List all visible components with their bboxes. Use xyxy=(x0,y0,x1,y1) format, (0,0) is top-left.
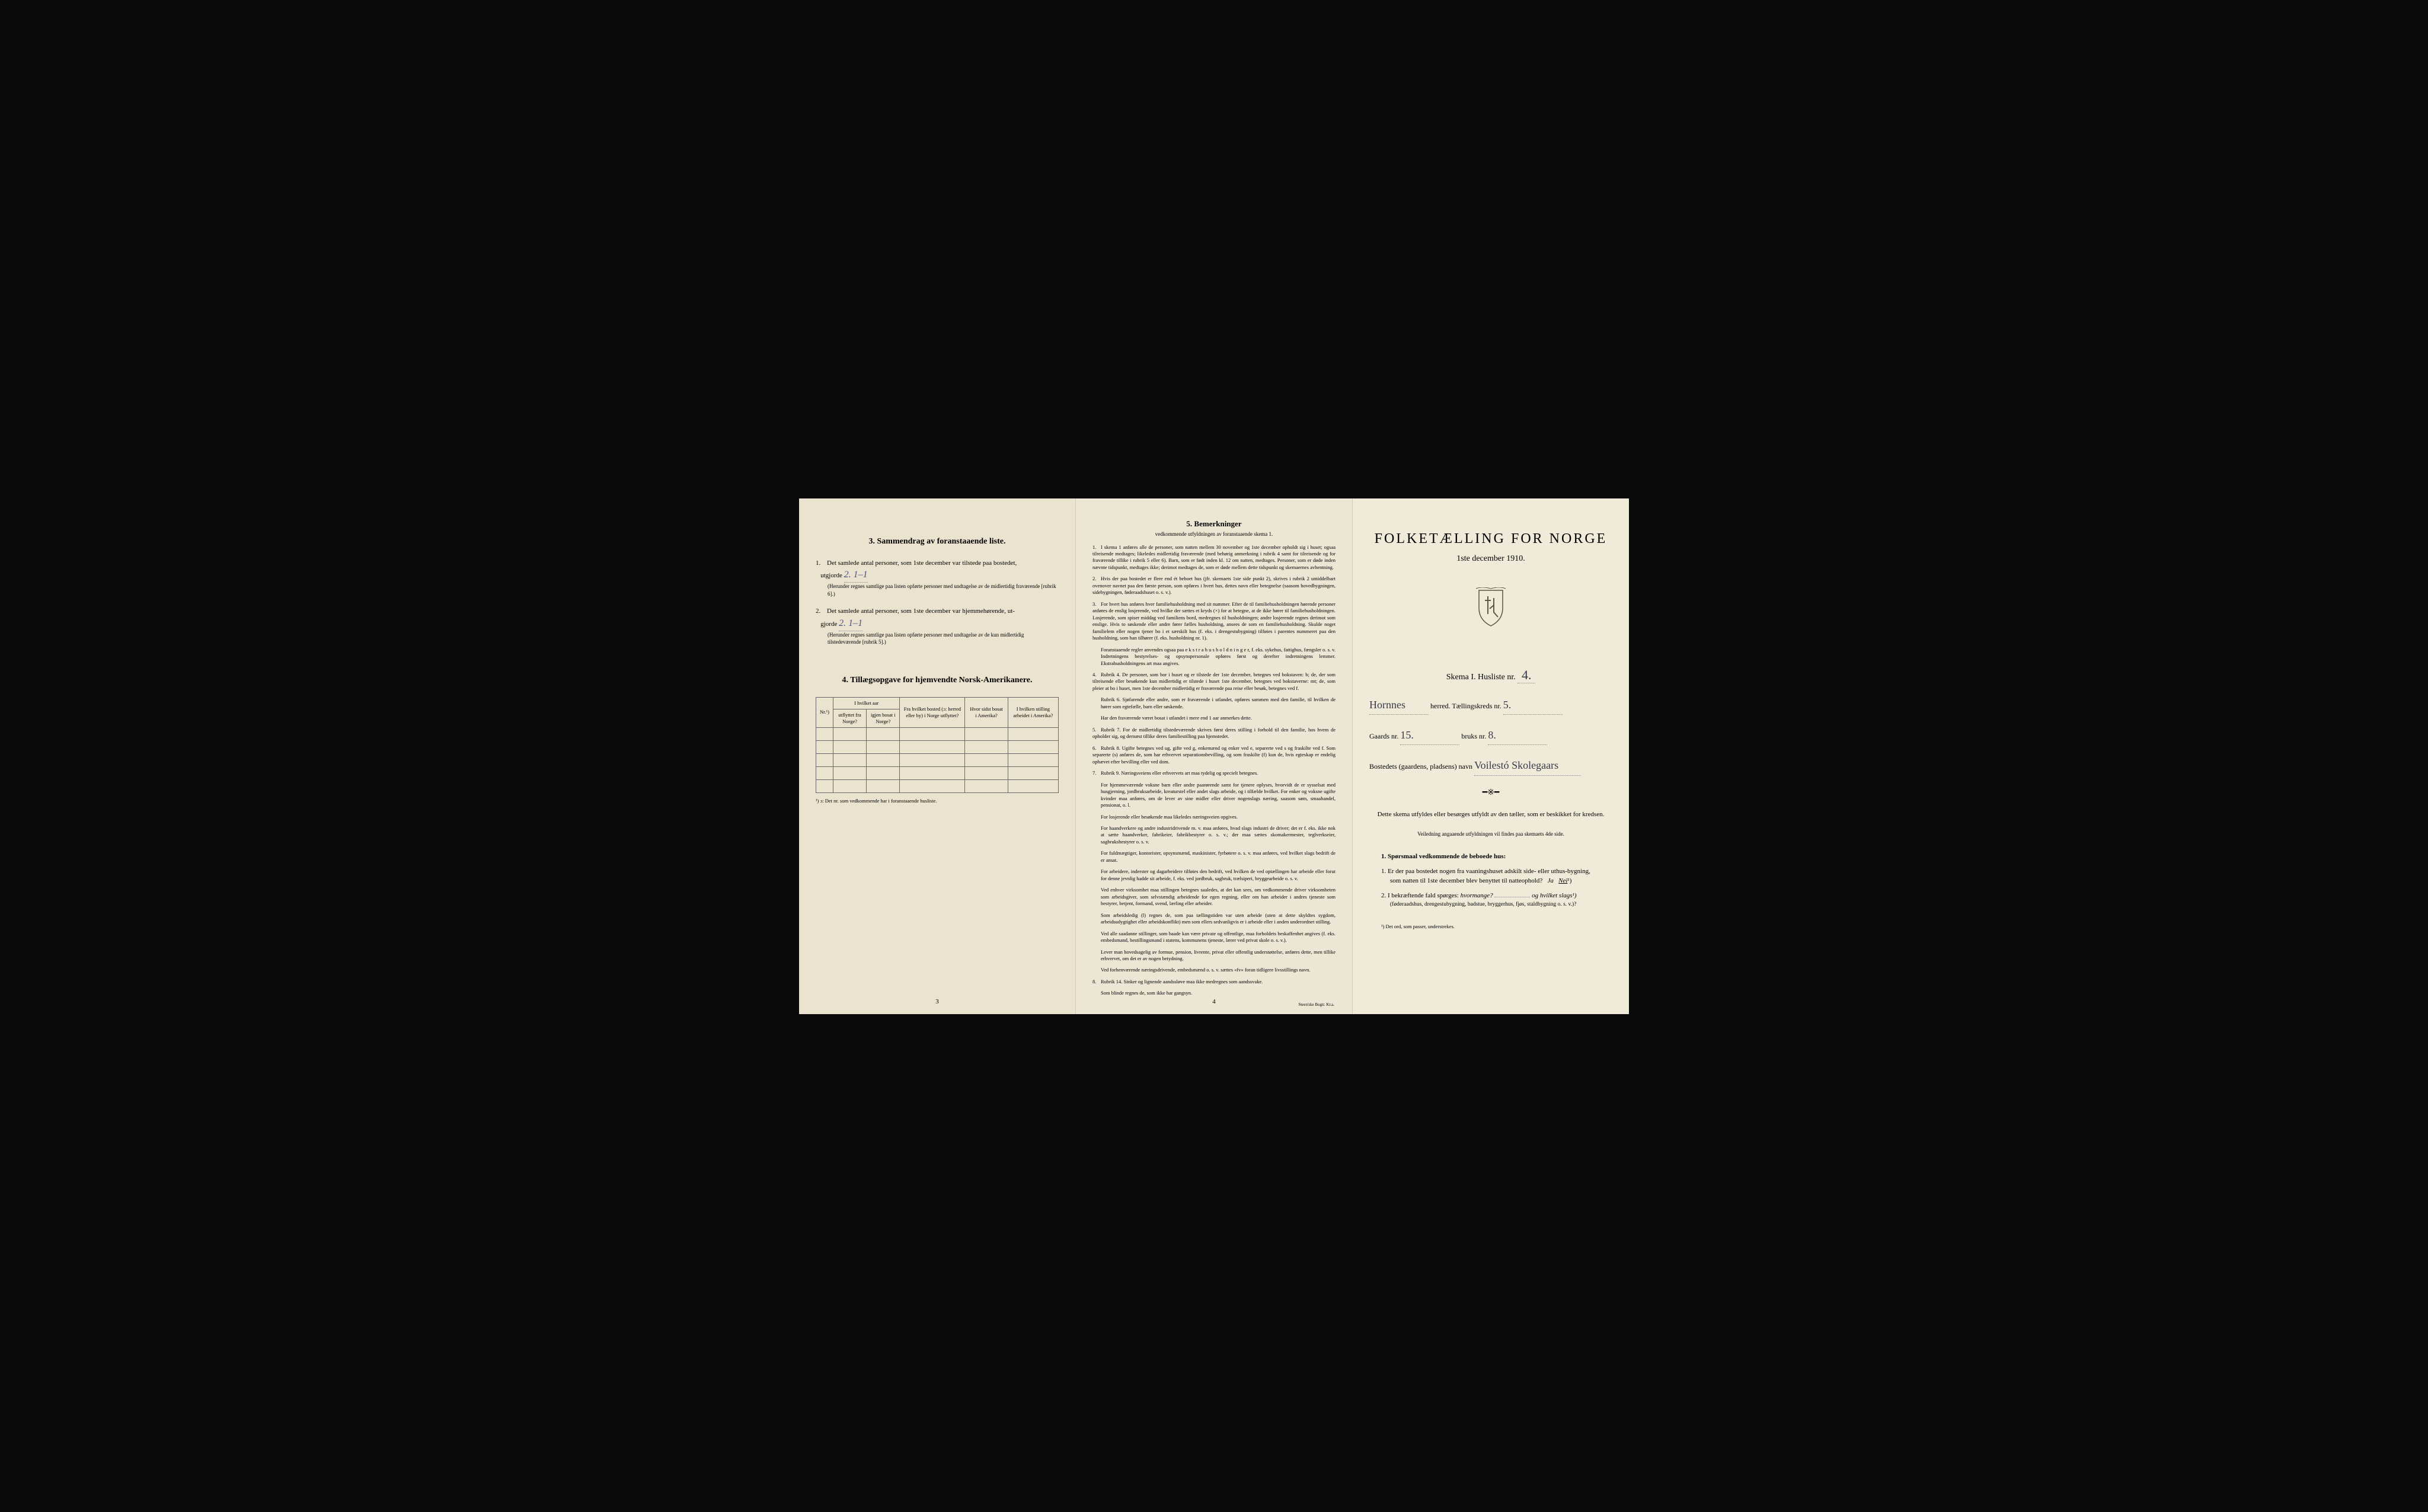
bemerkninger-header: 5. Bemerkninger xyxy=(1092,519,1336,529)
printer-mark: Steen'ske Bogtr. Kr.a. xyxy=(1298,1002,1334,1007)
summary-item-1: 1. Det samlede antal personer, som 1ste … xyxy=(816,558,1059,598)
gaards-nr: 15. xyxy=(1400,725,1459,745)
bemerkning-item: For arbeidere, inderster og dagarbeidere… xyxy=(1101,868,1336,882)
census-date: 1ste december 1910. xyxy=(1369,554,1612,564)
bemerkning-item: Lever man hovedsagelig av formue, pensio… xyxy=(1101,949,1336,963)
bemerkning-item: 3.For hvert hus anføres hver familiehush… xyxy=(1092,601,1336,642)
bosted-line: Bostedets (gaardens, pladsens) navn Voil… xyxy=(1369,756,1612,775)
cover-footnote: ¹) Det ord, som passer, understrekes. xyxy=(1381,923,1600,929)
bemerkning-item: 4.Rubrik 4. De personer, som bor i huset… xyxy=(1092,672,1336,692)
section-3-header: 3. Sammendrag av foranstaaende liste. xyxy=(816,537,1059,546)
question-2: 2. I bekræftende fald spørges: hvormange… xyxy=(1390,891,1600,909)
page-cover: FOLKETÆLLING FOR NORGE 1ste december 191… xyxy=(1353,498,1629,1014)
bemerkninger-list: 1.I skema 1 anføres alle de personer, so… xyxy=(1092,544,1336,997)
answer-nei: Nei xyxy=(1558,877,1567,884)
bemerkning-item: Rubrik 6. Sjøfarende eller andre, som er… xyxy=(1101,696,1336,710)
bruks-nr: 8. xyxy=(1488,725,1547,745)
document-spread: 3. Sammendrag av foranstaaende liste. 1.… xyxy=(799,498,1629,1014)
coat-of-arms-icon xyxy=(1473,587,1509,629)
question-1: 1. Er der paa bostedet nogen fra vaaning… xyxy=(1390,867,1600,886)
bemerkning-item: Som blinde regnes de, som ikke har gangs… xyxy=(1101,990,1336,996)
questions-block: 1. Spørsmaal vedkommende de beboede hus:… xyxy=(1381,852,1600,909)
summary-item-2: 2. Det samlede antal personer, som 1ste … xyxy=(816,606,1059,646)
bemerkning-item: For hjemmeværende voksne barn eller andr… xyxy=(1101,782,1336,809)
instruction-text: Dette skema utfyldes eller besørges utfy… xyxy=(1375,810,1606,820)
bemerkning-item: Foranstaaende regler anvendes ogsaa paa … xyxy=(1101,647,1336,667)
husliste-nr: 4. xyxy=(1518,667,1535,683)
table-row xyxy=(816,741,1059,754)
hjemmehorende-count: 2. 1–1 xyxy=(839,616,862,631)
bemerkning-item: 2.Hvis der paa bostedet er flere end ét … xyxy=(1092,576,1336,596)
herred-line: Hornnes herred. Tællingskreds nr. 5. xyxy=(1369,695,1612,715)
gaards-line: Gaards nr. 15. bruks nr. 8. xyxy=(1369,725,1612,745)
ornament-icon: ━※━ xyxy=(1369,788,1612,798)
amerikanere-table: Nr.¹) I hvilket aar Fra hvilket bosted (… xyxy=(816,697,1059,793)
bemerkning-item: Ved forhenværende næringsdrivende, embed… xyxy=(1101,967,1336,973)
bemerkning-item: 1.I skema 1 anføres alle de personer, so… xyxy=(1092,544,1336,571)
bemerkning-item: Som arbeidsledig (l) regnes de, som paa … xyxy=(1101,912,1336,926)
bosted-value: Voilestó Skolegaars xyxy=(1474,756,1581,775)
section-4-header: 4. Tillægsopgave for hjemvendte Norsk-Am… xyxy=(816,676,1059,685)
bemerkning-item: For losjerende eller besøkende maa likel… xyxy=(1101,814,1336,820)
table-row xyxy=(816,728,1059,741)
bemerkning-item: Ved enhver virksomhet maa stillingen bet… xyxy=(1101,887,1336,907)
bemerkning-item: For haandverkere og andre industridriven… xyxy=(1101,825,1336,845)
bemerkning-item: 5.Rubrik 7. For de midlertidig tilstedev… xyxy=(1092,727,1336,740)
bemerkning-item: 7.Rubrik 9. Næringsveiens eller erhverve… xyxy=(1092,770,1336,776)
bemerkning-item: 8.Rubrik 14. Sinker og lignende aandsslø… xyxy=(1092,979,1336,985)
page-4: 5. Bemerkninger vedkommende utfyldningen… xyxy=(1076,498,1353,1014)
bemerkning-item: Har den fraværende været bosat i utlande… xyxy=(1101,715,1336,721)
page-3: 3. Sammendrag av foranstaaende liste. 1.… xyxy=(799,498,1076,1014)
page-number: 4 xyxy=(1212,998,1216,1005)
tilstede-count: 2. 1–1 xyxy=(844,568,868,583)
bemerkning-item: For fuldmægtiger, kontorister, opsynsmæn… xyxy=(1101,850,1336,864)
table-footnote: ¹) ɔ: Det nr. som vedkommende har i fora… xyxy=(816,798,1059,804)
bemerkning-item: 6.Rubrik 8. Ugifte betegnes ved ug, gift… xyxy=(1092,745,1336,765)
skema-line: Skema I. Husliste nr. 4. xyxy=(1369,667,1612,683)
kreds-value: 5. xyxy=(1503,695,1563,715)
table-row xyxy=(816,754,1059,767)
page-number: 3 xyxy=(935,998,939,1005)
herred-value: Hornnes xyxy=(1369,695,1429,715)
main-title: FOLKETÆLLING FOR NORGE xyxy=(1369,531,1612,547)
table-row xyxy=(816,780,1059,793)
sub-instruction: Veiledning angaaende utfyldningen vil fi… xyxy=(1369,831,1612,837)
bemerkning-item: Ved alle saadanne stillinger, som baade … xyxy=(1101,931,1336,944)
table-row xyxy=(816,767,1059,780)
